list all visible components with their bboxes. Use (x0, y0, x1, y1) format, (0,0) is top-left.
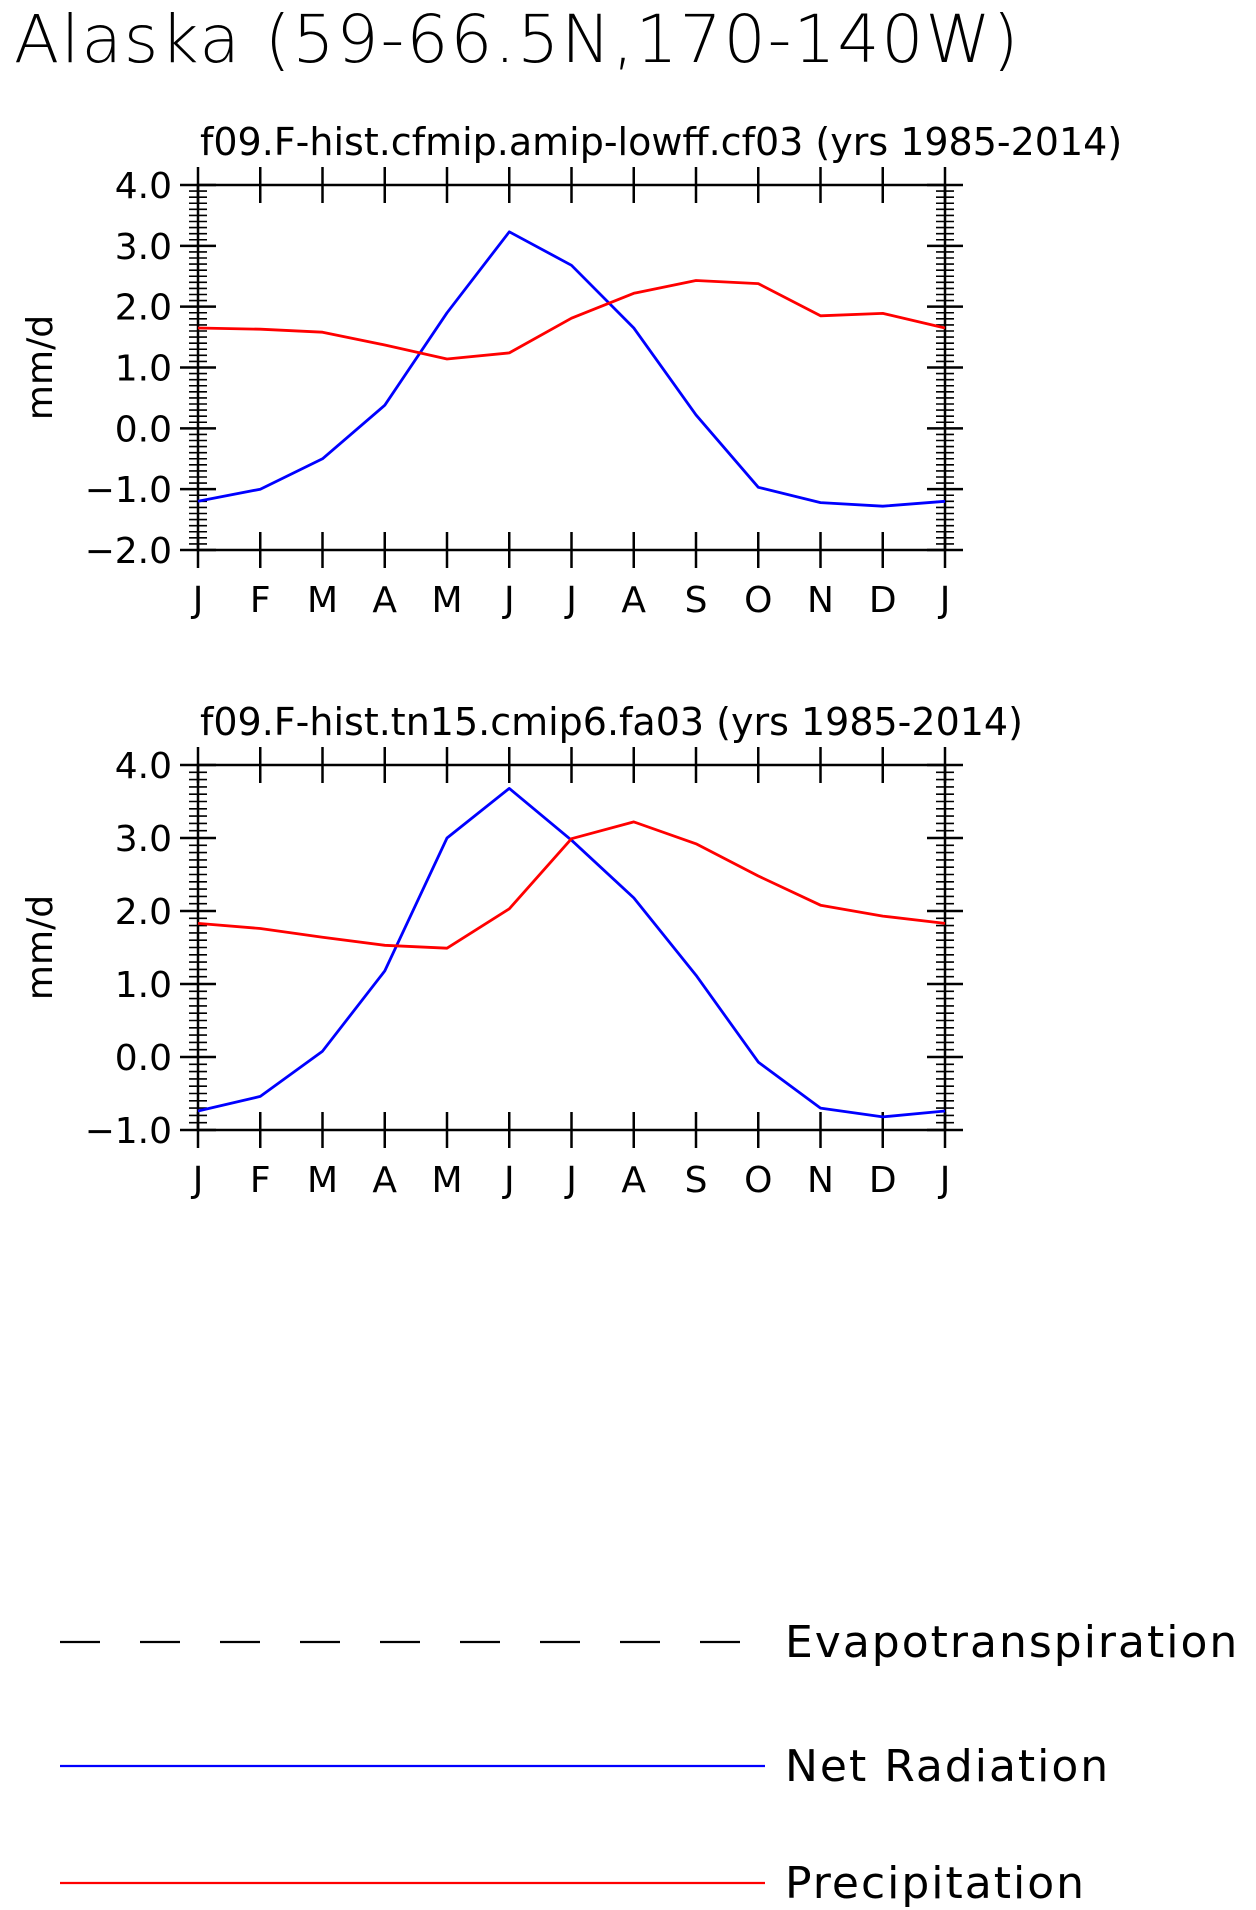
y-tick-label: 4.0 (115, 166, 172, 207)
x-tick-label: M (431, 1160, 462, 1201)
x-tick-label: J (564, 1160, 577, 1201)
y-tick-label: 3.0 (115, 819, 172, 860)
series-line-net-radiation (197, 230, 946, 508)
x-tick-label: A (621, 1160, 646, 1201)
x-tick-label: J (564, 580, 577, 621)
y-tick-label: −1.0 (85, 470, 172, 511)
x-tick-label: A (372, 580, 397, 621)
plot-frame (196, 183, 947, 552)
x-tick-label: M (307, 1160, 338, 1201)
legend-evapotranspiration-label: Evapotranspiration (785, 1617, 1239, 1668)
y-tick-label: 3.0 (115, 227, 172, 268)
x-tick-label: N (807, 1160, 834, 1201)
chart-title: f09.F-hist.tn15.cmip6.fa03 (yrs 1985-201… (200, 700, 1023, 744)
y-tick-label: 0.0 (115, 1038, 172, 1079)
x-tick-label: J (502, 1160, 515, 1201)
series-line-precipitation (197, 279, 946, 361)
chart-panel-top: f09.F-hist.cfmip.amip-lowff.cf03 (yrs 19… (20, 120, 1122, 621)
x-tick-label: F (250, 1160, 271, 1201)
y-tick-label: 2.0 (115, 288, 172, 329)
page-title: Alaska (59-66.5N,170-140W) (14, 1, 1020, 78)
y-tick-label: 2.0 (115, 892, 172, 933)
y-tick-label: 0.0 (115, 409, 172, 450)
x-tick-label: O (744, 580, 772, 621)
plot-frame (196, 763, 947, 1132)
x-tick-label: N (807, 580, 834, 621)
x-tick-label: J (938, 1160, 951, 1201)
series-line-precipitation (197, 820, 946, 950)
y-tick-label: −1.0 (85, 1111, 172, 1152)
chart-panel-bottom: f09.F-hist.tn15.cmip6.fa03 (yrs 1985-201… (20, 700, 1023, 1201)
legend-net-radiation-label: Net Radiation (785, 1741, 1110, 1792)
legend-precipitation-label: Precipitation (785, 1858, 1086, 1909)
x-tick-label: A (621, 580, 646, 621)
x-tick-label: S (685, 1160, 708, 1201)
x-tick-label: O (744, 1160, 772, 1201)
x-tick-label: D (869, 1160, 897, 1201)
y-axis-label: mm/d (20, 315, 61, 420)
x-tick-label: S (685, 580, 708, 621)
chart-title: f09.F-hist.cfmip.amip-lowff.cf03 (yrs 19… (200, 120, 1122, 164)
x-tick-label: J (938, 580, 951, 621)
legend: Evapotranspiration Net Radiation Precipi… (60, 1617, 1239, 1909)
y-tick-label: 1.0 (115, 965, 172, 1006)
x-tick-label: M (307, 580, 338, 621)
x-tick-label: J (191, 1160, 204, 1201)
y-tick-label: 4.0 (115, 746, 172, 787)
x-tick-label: A (372, 1160, 397, 1201)
y-tick-label: 1.0 (115, 349, 172, 390)
x-tick-label: D (869, 580, 897, 621)
y-tick-label: −2.0 (85, 531, 172, 572)
x-tick-label: F (250, 580, 271, 621)
x-tick-label: J (502, 580, 515, 621)
x-tick-label: M (431, 580, 462, 621)
y-axis-label: mm/d (20, 895, 61, 1000)
x-tick-label: J (191, 580, 204, 621)
